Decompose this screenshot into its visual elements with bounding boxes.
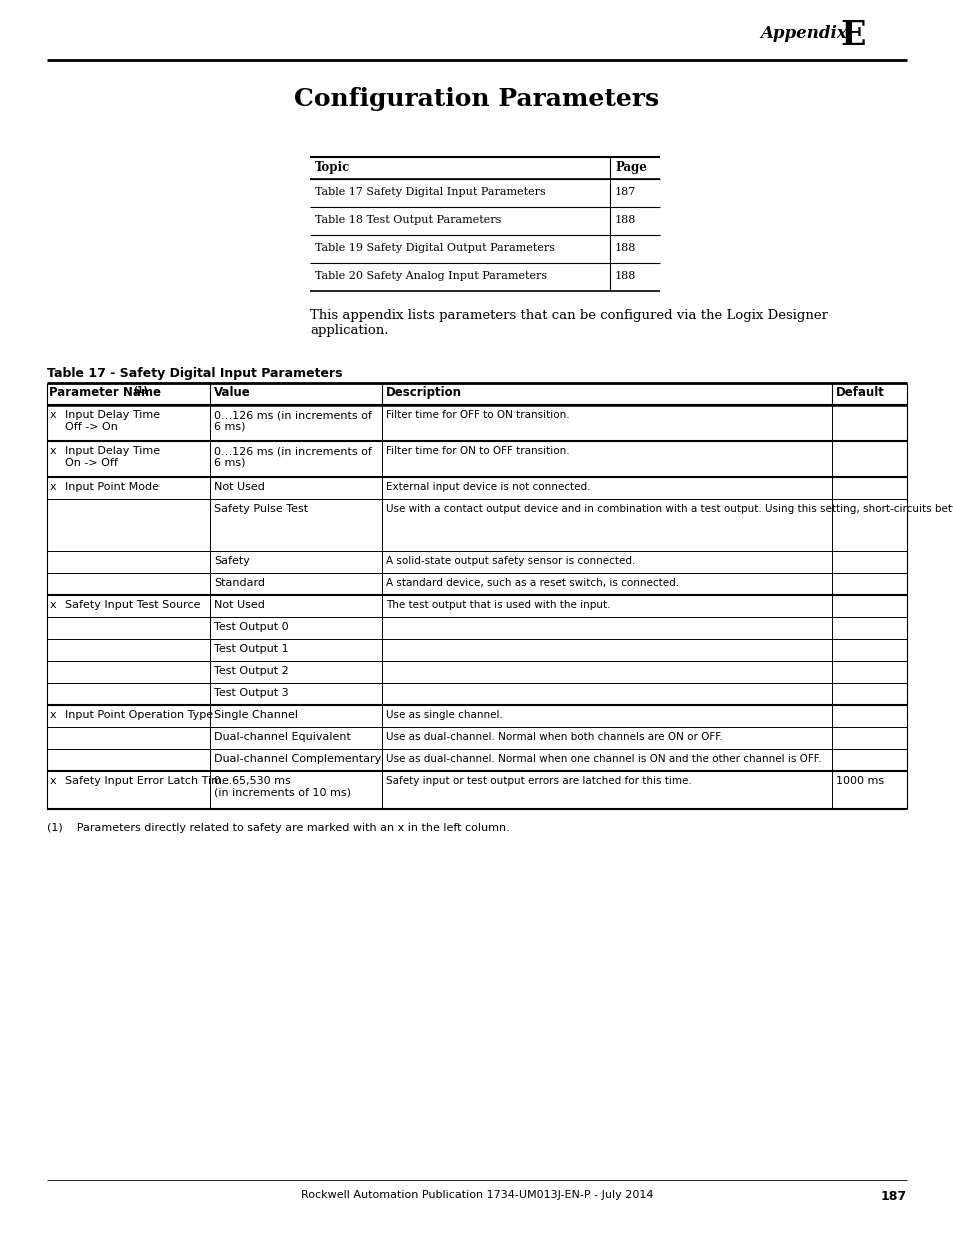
Text: Safety input or test output errors are latched for this time.: Safety input or test output errors are l… — [386, 776, 691, 785]
Text: x: x — [50, 776, 56, 785]
Text: A standard device, such as a reset switch, is connected.: A standard device, such as a reset switc… — [386, 578, 679, 588]
Text: External input device is not connected.: External input device is not connected. — [386, 482, 590, 492]
Text: Test Output 2: Test Output 2 — [213, 666, 289, 676]
Text: x: x — [50, 446, 56, 456]
Text: Single Channel: Single Channel — [213, 710, 297, 720]
Text: 0…126 ms (in increments of
6 ms): 0…126 ms (in increments of 6 ms) — [213, 446, 372, 468]
Text: 0…126 ms (in increments of
6 ms): 0…126 ms (in increments of 6 ms) — [213, 410, 372, 431]
Text: Use as dual-channel. Normal when one channel is ON and the other channel is OFF.: Use as dual-channel. Normal when one cha… — [386, 755, 821, 764]
Text: Not Used: Not Used — [213, 482, 265, 492]
Text: x: x — [50, 600, 56, 610]
Text: Table 19 Safety Digital Output Parameters: Table 19 Safety Digital Output Parameter… — [314, 243, 555, 253]
Text: 187: 187 — [615, 186, 636, 198]
Text: x: x — [50, 710, 56, 720]
Text: Dual-channel Complementary: Dual-channel Complementary — [213, 755, 381, 764]
Text: x: x — [50, 482, 56, 492]
Text: Default: Default — [835, 387, 884, 399]
Text: Safety Pulse Test: Safety Pulse Test — [213, 504, 308, 514]
Text: (1)    Parameters directly related to safety are marked with an x in the left co: (1) Parameters directly related to safet… — [47, 823, 509, 832]
Text: Topic: Topic — [314, 161, 350, 174]
Text: Dual-channel Equivalent: Dual-channel Equivalent — [213, 732, 351, 742]
Text: Safety: Safety — [213, 556, 250, 566]
Text: Test Output 0: Test Output 0 — [213, 622, 289, 632]
Text: A solid-state output safety sensor is connected.: A solid-state output safety sensor is co… — [386, 556, 635, 566]
Text: Configuration Parameters: Configuration Parameters — [294, 86, 659, 111]
Text: 0…65,530 ms
(in increments of 10 ms): 0…65,530 ms (in increments of 10 ms) — [213, 776, 351, 798]
Text: Table 17 - Safety Digital Input Parameters: Table 17 - Safety Digital Input Paramete… — [47, 367, 342, 380]
Text: 188: 188 — [615, 270, 636, 282]
Text: Table 18 Test Output Parameters: Table 18 Test Output Parameters — [314, 215, 501, 225]
Text: E: E — [840, 19, 864, 52]
Text: 1000 ms: 1000 ms — [835, 776, 883, 785]
Text: Not Used: Not Used — [213, 600, 265, 610]
Text: Parameter Name: Parameter Name — [49, 387, 161, 399]
Text: Page: Page — [615, 161, 646, 174]
Text: Safety Input Test Source: Safety Input Test Source — [65, 600, 200, 610]
Text: Input Point Mode: Input Point Mode — [65, 482, 159, 492]
Text: Use as dual-channel. Normal when both channels are ON or OFF.: Use as dual-channel. Normal when both ch… — [386, 732, 722, 742]
Text: 187: 187 — [880, 1191, 906, 1203]
Text: (1): (1) — [132, 387, 148, 395]
Text: Input Delay Time
Off -> On: Input Delay Time Off -> On — [65, 410, 160, 431]
Text: Input Delay Time
On -> Off: Input Delay Time On -> Off — [65, 446, 160, 468]
Text: Safety Input Error Latch Time: Safety Input Error Latch Time — [65, 776, 229, 785]
Text: 188: 188 — [615, 215, 636, 225]
Text: 188: 188 — [615, 243, 636, 253]
Text: Appendix: Appendix — [760, 25, 846, 42]
Text: Test Output 1: Test Output 1 — [213, 643, 289, 655]
Text: This appendix lists parameters that can be configured via the Logix Designer
app: This appendix lists parameters that can … — [310, 309, 827, 337]
Text: Value: Value — [213, 387, 251, 399]
Text: Description: Description — [386, 387, 461, 399]
Text: Standard: Standard — [213, 578, 265, 588]
Text: Filter time for ON to OFF transition.: Filter time for ON to OFF transition. — [386, 446, 569, 456]
Text: Rockwell Automation Publication 1734-UM013J-EN-P - July 2014: Rockwell Automation Publication 1734-UM0… — [300, 1191, 653, 1200]
Text: Test Output 3: Test Output 3 — [213, 688, 289, 698]
Text: Use with a contact output device and in combination with a test output. Using th: Use with a contact output device and in … — [386, 504, 953, 514]
Text: The test output that is used with the input.: The test output that is used with the in… — [386, 600, 610, 610]
Text: Filter time for OFF to ON transition.: Filter time for OFF to ON transition. — [386, 410, 569, 420]
Text: Table 20 Safety Analog Input Parameters: Table 20 Safety Analog Input Parameters — [314, 270, 547, 282]
Text: Use as single channel.: Use as single channel. — [386, 710, 502, 720]
Text: x: x — [50, 410, 56, 420]
Text: Input Point Operation Type: Input Point Operation Type — [65, 710, 213, 720]
Text: Table 17 Safety Digital Input Parameters: Table 17 Safety Digital Input Parameters — [314, 186, 545, 198]
